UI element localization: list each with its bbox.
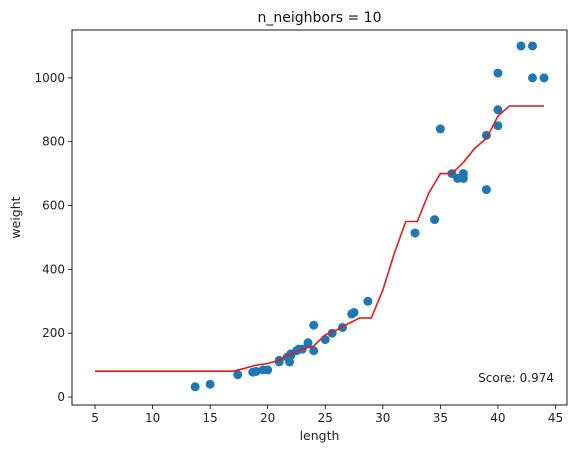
x-tick-label: 30 bbox=[375, 411, 390, 425]
scatter-point bbox=[493, 68, 503, 78]
axes-frame bbox=[71, 29, 568, 406]
y-axis-ticks: 0 200 400 600 800 1000 bbox=[34, 71, 72, 404]
scatter-point bbox=[481, 185, 491, 195]
chart-title: n_neighbors = 10 bbox=[258, 10, 382, 26]
x-tick-label: 40 bbox=[490, 411, 505, 425]
scatter-series bbox=[190, 41, 549, 392]
x-tick-label: 15 bbox=[202, 411, 217, 425]
x-tick-label: 20 bbox=[260, 411, 275, 425]
y-tick-label: 800 bbox=[42, 135, 65, 149]
x-tick-label: 5 bbox=[91, 411, 99, 425]
scatter-point bbox=[251, 366, 261, 376]
scatter-point bbox=[539, 73, 549, 83]
y-tick-label: 0 bbox=[57, 390, 65, 404]
scatter-point bbox=[263, 365, 273, 375]
x-axis-label: length bbox=[300, 428, 340, 443]
score-annotation: Score: 0.974 bbox=[478, 371, 554, 385]
scatter-point bbox=[430, 215, 440, 225]
x-tick-label: 45 bbox=[548, 411, 563, 425]
scatter-point bbox=[458, 169, 468, 179]
scatter-point bbox=[516, 41, 526, 51]
scatter-point bbox=[363, 296, 373, 306]
x-tick-label: 10 bbox=[145, 411, 160, 425]
x-tick-label: 35 bbox=[433, 411, 448, 425]
prediction-line bbox=[95, 105, 544, 372]
scatter-point bbox=[527, 73, 537, 83]
knn-prediction-series bbox=[95, 105, 544, 372]
scatter-point bbox=[435, 124, 445, 134]
y-tick-label: 200 bbox=[42, 326, 65, 340]
scatter-point bbox=[190, 382, 200, 392]
y-tick-label: 600 bbox=[42, 199, 65, 213]
scatter-point bbox=[527, 41, 537, 51]
y-tick-label: 1000 bbox=[34, 71, 65, 85]
scatter-point bbox=[303, 338, 313, 348]
scatter-point bbox=[493, 105, 503, 115]
y-tick-label: 400 bbox=[42, 262, 65, 276]
scatter-point bbox=[205, 379, 215, 389]
scatter-point bbox=[309, 320, 319, 330]
scatter-point bbox=[309, 346, 319, 356]
scatter-point bbox=[493, 121, 503, 131]
plot-area: 5 10 15 20 25 30 35 40 45 0 200 400 600 800 1000 Scor… bbox=[34, 29, 568, 425]
x-tick-label: 25 bbox=[318, 411, 333, 425]
y-axis-label: weight bbox=[8, 196, 23, 238]
scatter-point bbox=[320, 335, 330, 345]
scatter-point bbox=[410, 228, 420, 238]
x-axis-ticks: 5 10 15 20 25 30 35 40 45 bbox=[91, 405, 563, 425]
scatter-point bbox=[349, 307, 359, 317]
scatter-point bbox=[233, 370, 243, 380]
